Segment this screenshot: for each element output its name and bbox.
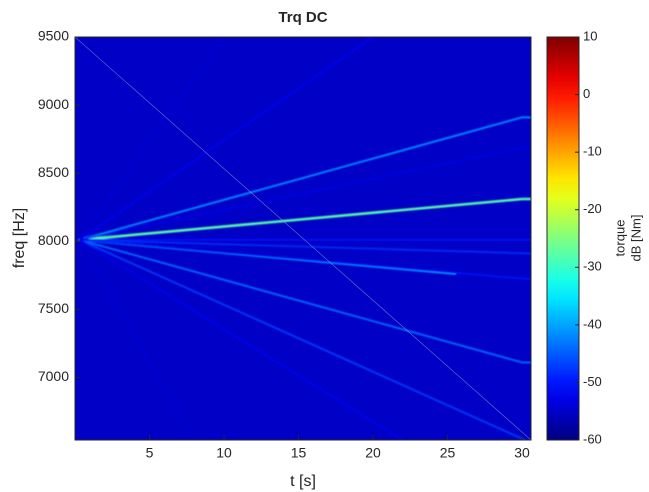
y-tick-label: 9000 <box>38 96 69 112</box>
spectral-line <box>78 239 531 281</box>
spectral-line <box>78 239 195 440</box>
artifact-line <box>75 37 531 440</box>
y-axis-label: freq [Hz] <box>11 208 28 268</box>
x-tick-label: 10 <box>216 445 232 461</box>
colorbar-tick-label: -20 <box>583 201 602 216</box>
x-tick-label: 30 <box>514 445 530 461</box>
spectral-line <box>78 37 225 241</box>
colorbar-tick-label: 0 <box>583 86 590 101</box>
colorbar-label: torque <box>612 220 627 257</box>
x-tick-label: 15 <box>291 445 307 461</box>
chart-title: Trq DC <box>278 9 327 26</box>
spectral-line <box>78 238 526 440</box>
x-tick-label: 20 <box>365 445 381 461</box>
spectral-lines <box>78 37 531 440</box>
colorbar-tick-label: -50 <box>583 374 602 389</box>
spectral-line <box>78 116 531 241</box>
y-tick-label: 8000 <box>38 232 69 248</box>
axes-box <box>74 36 532 441</box>
colorbar-tick-label: -10 <box>583 144 602 159</box>
x-axis-label: t [s] <box>290 473 316 490</box>
x-tick-label: 25 <box>440 445 456 461</box>
colorbar <box>547 37 579 440</box>
colorbar-label: dB [Nm] <box>628 215 643 262</box>
colorbar-box <box>546 36 580 441</box>
colorbar-tick-label: -60 <box>583 431 602 446</box>
y-tick-label: 7500 <box>38 300 69 316</box>
colorbar-tick-label: -40 <box>583 316 602 331</box>
colorbar-tick-label: 10 <box>583 28 597 43</box>
y-tick-label: 8500 <box>38 164 69 180</box>
y-tick-label: 9500 <box>38 28 69 44</box>
x-tick-label: 5 <box>146 445 154 461</box>
spectral-line <box>78 238 531 364</box>
spectral-line <box>78 197 531 242</box>
spectral-line <box>78 37 374 241</box>
spectral-line <box>78 239 404 440</box>
colorbar-tick-label: -30 <box>583 259 602 274</box>
spectral-line <box>78 145 531 241</box>
spectral-line <box>78 239 531 255</box>
y-tick-label: 7000 <box>38 368 69 384</box>
